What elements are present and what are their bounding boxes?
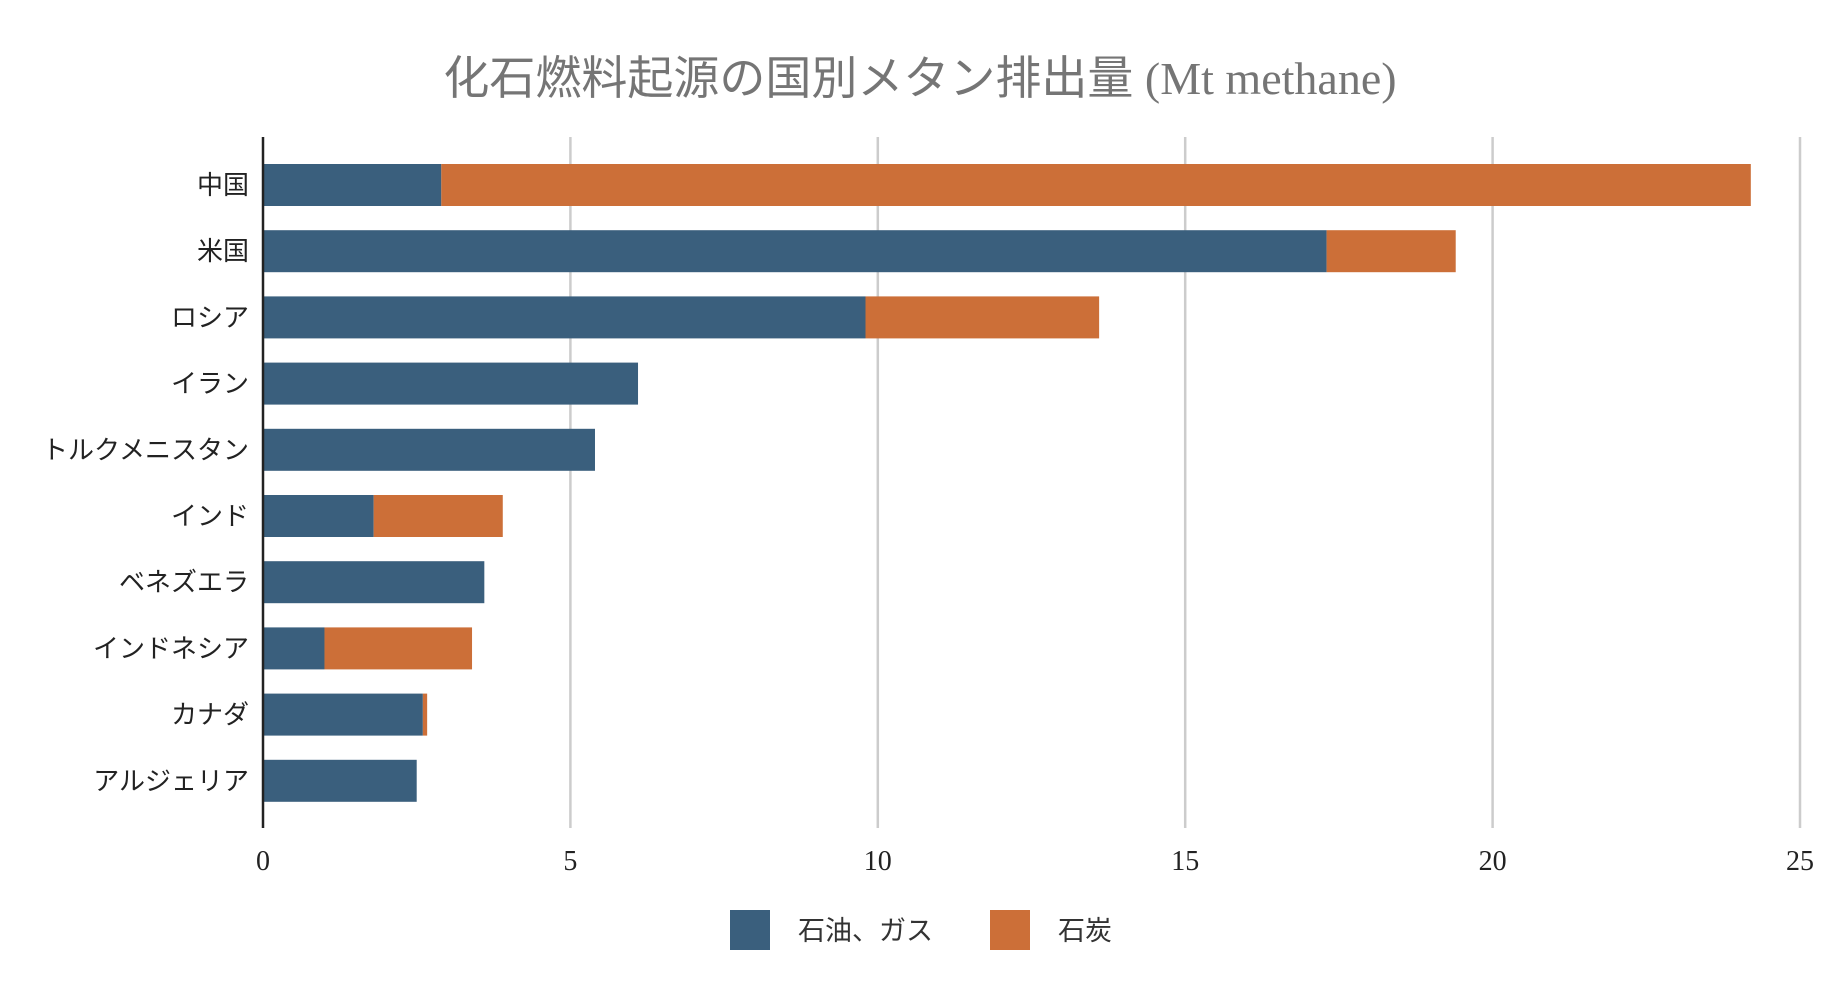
bar-segment [865, 296, 1100, 339]
bar-segment [263, 759, 417, 802]
chart-title: 化石燃料起源の国別メタン排出量 (Mt methane) [443, 53, 1396, 104]
category-label: 米国 [197, 237, 249, 267]
legend-swatch [990, 910, 1030, 950]
bar-segment [263, 296, 866, 339]
x-tick-label: 15 [1171, 846, 1199, 877]
bar-segment [1326, 230, 1456, 273]
category-label: アルジェリア [93, 767, 249, 797]
category-labels: 中国米国ロシアイラントルクメニスタンインドベネズエラインドネシアカナダアルジェリ… [42, 171, 249, 797]
bar-segment [422, 693, 428, 736]
bar-segment [263, 561, 485, 604]
x-tick-label: 20 [1479, 846, 1507, 877]
x-tick-label: 5 [563, 846, 577, 877]
x-tick-label: 25 [1786, 846, 1814, 877]
category-label: イラン [171, 370, 249, 400]
x-tick-label: 0 [256, 846, 270, 877]
legend-swatch [730, 910, 770, 950]
bar-segment [441, 164, 1751, 206]
bar-segment [263, 693, 423, 736]
bar-segment [263, 230, 1327, 273]
legend-label: 石油、ガス [798, 916, 933, 947]
category-label: ロシア [171, 303, 249, 333]
category-label: インドネシア [93, 634, 249, 664]
category-label: ベネズエラ [119, 568, 249, 598]
category-label: カナダ [171, 701, 249, 731]
legend: 石油、ガス 石炭 [730, 910, 1112, 950]
legend-label: 石炭 [1058, 916, 1112, 947]
x-axis-tick-labels: 0 5 10 15 20 25 [256, 846, 1814, 877]
bar-segment [263, 627, 325, 670]
bars [263, 164, 1751, 802]
x-tick-label: 10 [864, 846, 892, 877]
bar-segment [324, 627, 473, 670]
category-label: インド [171, 502, 249, 532]
bar-segment [263, 428, 595, 471]
category-label: トルクメニスタン [42, 436, 249, 466]
bar-segment [373, 495, 503, 537]
bar-segment [263, 164, 442, 206]
bar-segment [263, 495, 374, 537]
bar-segment [263, 362, 639, 405]
category-label: 中国 [197, 171, 249, 201]
